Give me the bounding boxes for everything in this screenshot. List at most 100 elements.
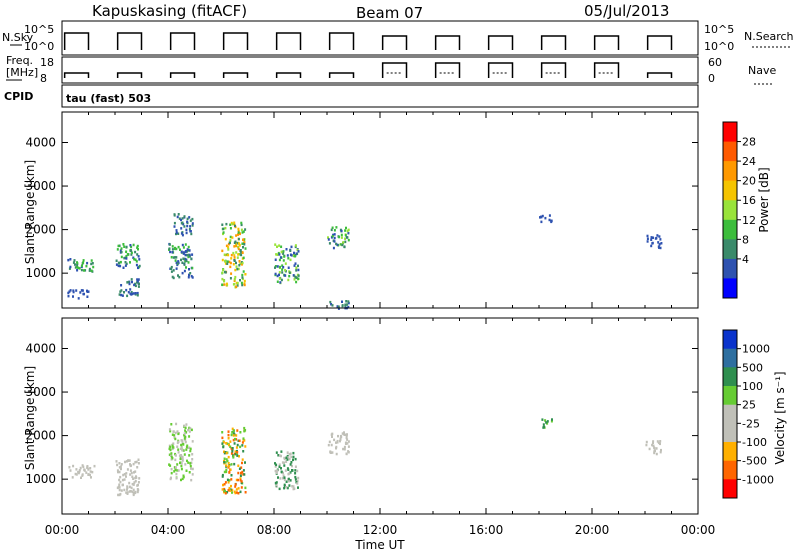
scatter-cell (122, 473, 125, 477)
scatter-cell (190, 467, 192, 470)
scatter-cell (237, 471, 240, 475)
scatter-cell (291, 464, 293, 468)
x-tick-label: 00:00 (45, 523, 80, 537)
scatter-cell (186, 459, 188, 463)
scatter-cell (231, 222, 234, 226)
x-tick-label: 16:00 (469, 523, 504, 537)
scatter-cell (175, 422, 178, 426)
freq-step (275, 72, 302, 78)
scatter-cell (221, 249, 224, 253)
scatter-cell (191, 217, 194, 221)
scatter-cell (183, 437, 186, 440)
scatter-cell (279, 256, 282, 259)
scatter-cell (186, 248, 189, 251)
nave-label: Nave (748, 64, 776, 77)
scatter-cell (242, 256, 245, 260)
scatter-cell (340, 233, 343, 237)
scatter-cell (185, 228, 188, 232)
scatter-cell (181, 449, 184, 452)
freq-step (63, 72, 90, 78)
scatter-cell (285, 456, 288, 459)
scatter-cell (237, 439, 240, 442)
scatter-cell (182, 449, 185, 452)
scatter-cell (170, 452, 173, 455)
scatter-cell (233, 429, 235, 432)
scatter-cell (186, 220, 189, 224)
scatter-cell (228, 479, 231, 482)
scatter-cell (84, 269, 87, 272)
scatter-cell (540, 220, 543, 224)
colorbar-tick-label: 1000 (742, 343, 770, 356)
scatter-cell (131, 292, 134, 296)
scatter-cell (175, 261, 178, 264)
scatter-cell (118, 488, 121, 492)
scatter-cell (183, 424, 186, 428)
scatter-cell (347, 300, 350, 303)
scatter-cell (280, 278, 283, 282)
velocity-ylabel: Slant Range [km] (23, 366, 37, 470)
scatter-cell (188, 454, 191, 457)
scatter-cell (294, 245, 297, 249)
scatter-cell (191, 458, 194, 461)
scatter-cell (229, 489, 232, 492)
scatter-cell (243, 283, 246, 287)
scatter-cell (339, 243, 342, 246)
time-axis: 00:00 04:00 08:00 12:00 16:00 20:00 00:00 (45, 112, 715, 537)
scatter-cell (81, 289, 84, 292)
scatter-cell (134, 258, 137, 261)
scatter-cell (136, 291, 139, 295)
scatter-cell (280, 467, 282, 470)
scatter-cell (275, 253, 278, 256)
scatter-cell (287, 477, 290, 481)
scatter-cell (287, 257, 290, 260)
scatter-cell (175, 472, 178, 476)
scatter-cell (243, 473, 246, 476)
scatter-cell (545, 421, 548, 424)
scatter-cell (283, 464, 286, 467)
scatter-cell (68, 466, 71, 469)
scatter-cell (276, 253, 279, 256)
scatter-cell (238, 455, 240, 458)
scatter-cell (281, 461, 284, 464)
scatter-cell (650, 236, 653, 239)
scatter-cell (284, 469, 287, 472)
scatter-cell (133, 257, 136, 261)
nsky-trace (63, 32, 673, 50)
scatter-cell (657, 441, 660, 445)
scatter-cell (173, 213, 176, 216)
scatter-cell (222, 231, 225, 234)
scatter-cell (344, 237, 347, 240)
scatter-cell (331, 226, 334, 229)
scatter-cell (168, 247, 171, 250)
scatter-cell (280, 250, 283, 254)
scatter-cell (179, 447, 182, 450)
scatter-cell (237, 233, 239, 236)
scatter-cell (278, 271, 281, 274)
velocity-colorbar-label: Velocity [m s⁻¹] (773, 371, 787, 464)
colorbar-segment (723, 122, 737, 143)
scatter-cell (86, 261, 89, 265)
scatter-cell (241, 251, 244, 254)
scatter-cell (328, 242, 331, 245)
scatter-cell (225, 451, 228, 455)
scatter-cell (82, 261, 85, 264)
scatter-cell (176, 215, 179, 219)
scatter-cell (336, 305, 339, 308)
scatter-cell (282, 474, 285, 477)
scatter-cell (278, 454, 281, 457)
scatter-cell (233, 279, 236, 283)
scatter-cell (238, 264, 241, 267)
scatter-cell (282, 266, 285, 269)
scatter-cell (237, 227, 240, 231)
scatter-cell (183, 225, 186, 228)
scatter-cell (238, 253, 241, 256)
scatter-cell (137, 248, 139, 251)
scatter-cell (275, 451, 278, 454)
scatter-cell (120, 284, 123, 287)
scatter-cell (138, 282, 140, 285)
nsky-step (434, 35, 461, 50)
scatter-cell (289, 471, 292, 474)
scatter-cell (239, 445, 242, 449)
scatter-cell (340, 236, 343, 239)
scatter-cell (76, 264, 79, 267)
